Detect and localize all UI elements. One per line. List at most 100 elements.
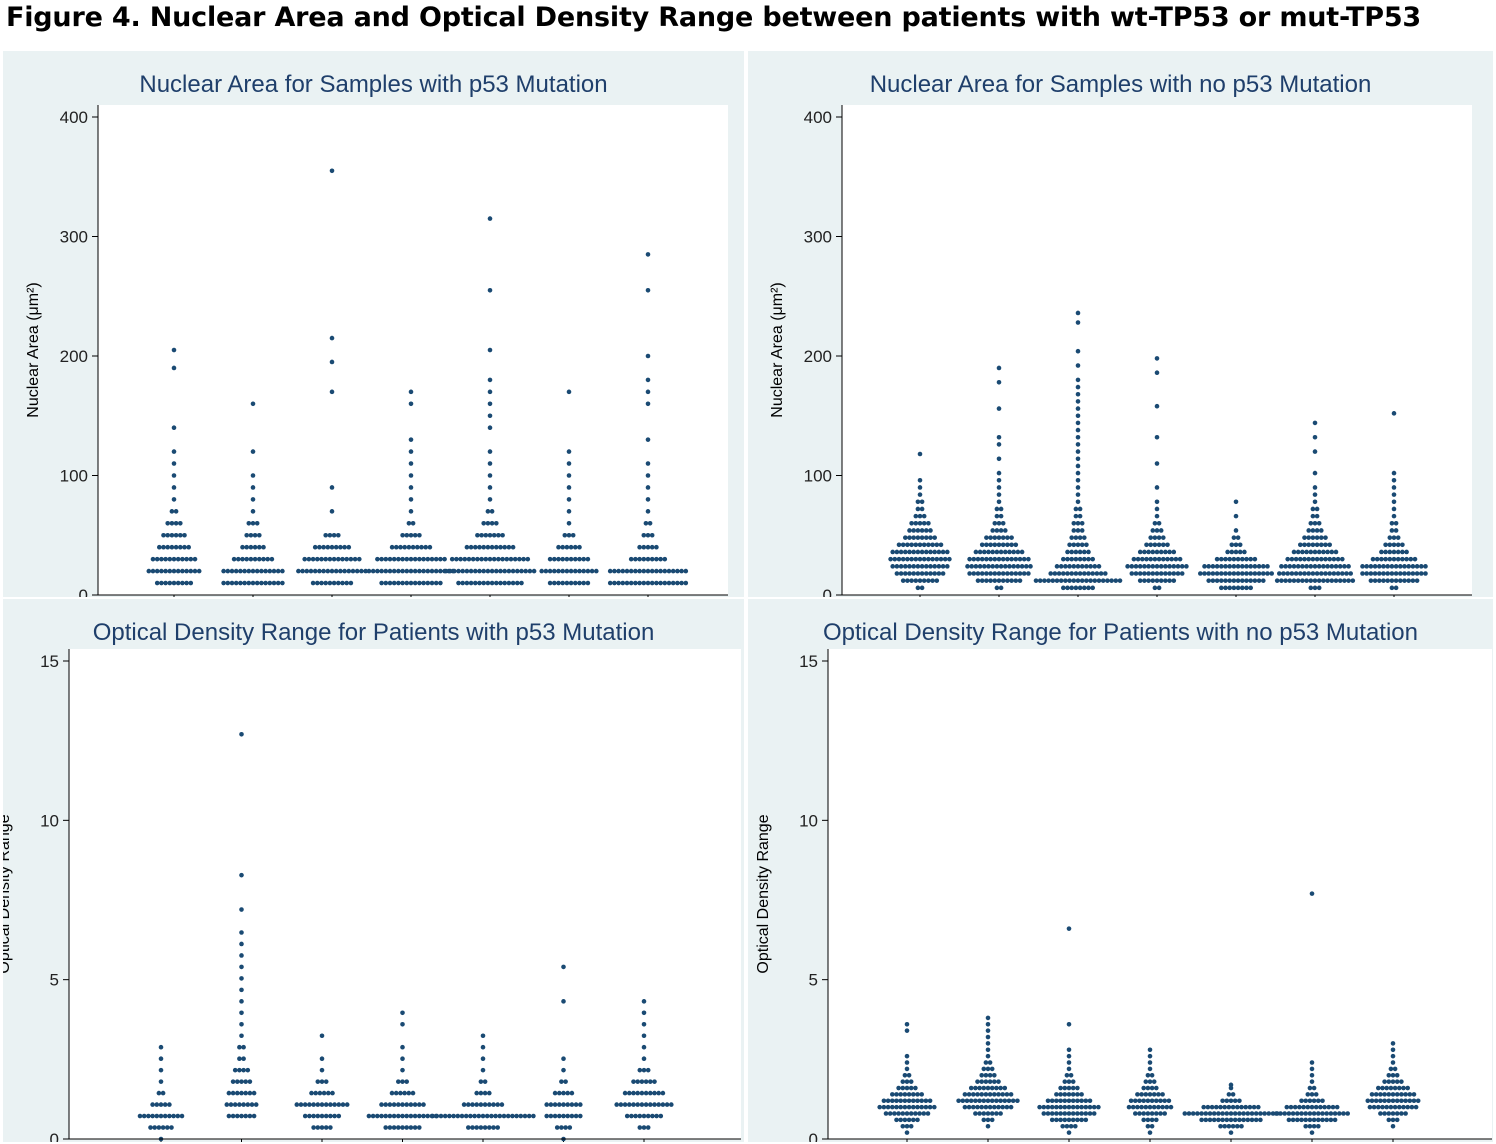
data-point xyxy=(1312,449,1318,454)
data-point xyxy=(1129,571,1135,576)
data-point xyxy=(969,564,974,569)
data-point xyxy=(1253,1117,1259,1123)
data-point xyxy=(480,1033,486,1039)
data-point xyxy=(1154,356,1160,361)
data-point xyxy=(913,521,919,526)
data-point xyxy=(1235,578,1241,583)
data-point xyxy=(552,1090,558,1096)
data-point xyxy=(543,568,549,574)
data-point xyxy=(425,556,431,562)
data-point xyxy=(892,1111,897,1116)
data-point xyxy=(979,556,985,562)
data-point xyxy=(1218,1104,1223,1110)
data-point xyxy=(898,549,904,555)
data-point xyxy=(408,389,414,395)
data-point xyxy=(567,1125,573,1130)
data-point xyxy=(565,1113,570,1119)
data-point xyxy=(239,1113,244,1119)
data-point xyxy=(917,521,923,526)
data-point xyxy=(1158,1111,1163,1116)
data-point xyxy=(670,580,676,586)
data-point xyxy=(996,542,1002,548)
data-point xyxy=(150,1113,155,1119)
data-point xyxy=(971,1104,976,1110)
data-point xyxy=(1400,542,1405,548)
data-point xyxy=(323,1079,329,1084)
data-point xyxy=(400,1056,405,1061)
data-point xyxy=(1015,564,1021,569)
data-point xyxy=(996,485,1002,490)
data-point xyxy=(881,1104,887,1110)
data-point xyxy=(1206,578,1211,583)
data-point xyxy=(1202,571,1207,576)
chart-panel-nuclear-area-mutant: Nuclear Area for Samples with p53 Mutati… xyxy=(3,51,744,597)
data-point xyxy=(1171,571,1177,576)
data-point xyxy=(146,1113,151,1119)
data-point xyxy=(404,580,410,586)
data-point xyxy=(1311,1098,1317,1104)
data-point xyxy=(1003,549,1008,555)
data-point xyxy=(1399,1098,1404,1104)
data-point xyxy=(1142,578,1147,583)
data-point xyxy=(408,568,414,574)
data-point xyxy=(479,556,484,562)
data-point xyxy=(900,556,906,562)
data-point xyxy=(408,509,414,514)
data-point xyxy=(627,1102,632,1107)
data-point xyxy=(473,544,478,550)
data-point xyxy=(998,585,1004,591)
data-point xyxy=(561,1102,566,1107)
data-point xyxy=(885,1104,891,1110)
data-point xyxy=(1306,571,1311,576)
data-point xyxy=(544,1113,549,1119)
data-point xyxy=(319,1079,325,1084)
data-point xyxy=(975,571,981,576)
data-point xyxy=(162,1113,168,1119)
data-point xyxy=(402,544,408,550)
data-point xyxy=(1324,1111,1329,1116)
data-point xyxy=(992,535,998,540)
data-point xyxy=(1223,578,1228,583)
data-point xyxy=(559,1079,564,1084)
data-point xyxy=(645,287,651,293)
data-point xyxy=(1144,542,1149,548)
data-point xyxy=(1244,571,1249,576)
data-point xyxy=(904,1028,910,1033)
data-point xyxy=(184,580,189,586)
data-point xyxy=(1049,1098,1055,1104)
data-point xyxy=(945,549,950,555)
data-point xyxy=(417,568,422,574)
data-point xyxy=(1092,578,1098,583)
y-tick-label: 0 xyxy=(79,586,88,597)
data-point xyxy=(1148,535,1153,540)
data-point xyxy=(1391,411,1397,416)
data-point xyxy=(452,568,457,574)
data-point xyxy=(1135,1092,1140,1097)
data-point xyxy=(487,377,493,383)
data-point xyxy=(1058,1092,1063,1097)
data-point xyxy=(348,556,354,562)
data-point xyxy=(179,1113,185,1119)
data-point xyxy=(329,568,335,574)
data-point xyxy=(917,1111,922,1116)
data-point xyxy=(652,1079,657,1084)
data-point xyxy=(637,556,642,562)
data-point xyxy=(325,544,331,550)
data-point xyxy=(1248,556,1253,562)
data-point xyxy=(1049,1117,1055,1123)
data-point xyxy=(400,532,405,538)
data-point xyxy=(1265,571,1270,576)
data-point xyxy=(192,568,198,574)
data-point xyxy=(460,580,466,586)
data-point xyxy=(1376,1104,1381,1110)
data-point xyxy=(1332,1117,1338,1123)
data-point xyxy=(330,1090,335,1096)
data-point xyxy=(1320,1117,1325,1123)
data-point xyxy=(989,1085,995,1091)
data-point xyxy=(647,521,653,526)
data-point xyxy=(415,544,420,550)
data-point xyxy=(1156,542,1162,548)
data-point xyxy=(1222,1104,1227,1110)
data-point xyxy=(478,1090,484,1096)
data-point xyxy=(366,568,372,574)
